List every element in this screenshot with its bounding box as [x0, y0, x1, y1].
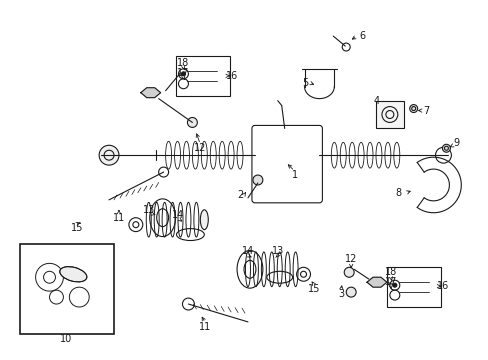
Bar	[386, 267, 441, 307]
Text: 13: 13	[142, 205, 155, 215]
Text: 16: 16	[225, 71, 238, 81]
Text: 17: 17	[177, 68, 189, 78]
Circle shape	[181, 72, 185, 76]
Text: 14: 14	[172, 210, 184, 220]
Ellipse shape	[200, 210, 208, 230]
Text: 12: 12	[344, 255, 357, 264]
Text: 6: 6	[358, 31, 365, 41]
Circle shape	[344, 267, 353, 277]
Text: 18: 18	[177, 58, 189, 68]
Circle shape	[392, 283, 396, 287]
Text: 16: 16	[436, 281, 448, 291]
Circle shape	[346, 287, 355, 297]
Text: 7: 7	[423, 105, 429, 116]
Text: 17: 17	[384, 277, 396, 287]
Text: 11: 11	[113, 213, 125, 223]
Bar	[175, 56, 230, 96]
Text: 11: 11	[199, 322, 211, 332]
Circle shape	[442, 144, 449, 152]
Ellipse shape	[60, 267, 87, 282]
Text: 15: 15	[307, 284, 320, 294]
Circle shape	[187, 117, 197, 127]
Text: 9: 9	[452, 138, 458, 148]
Text: 5: 5	[302, 78, 308, 88]
Text: 18: 18	[384, 267, 396, 277]
Text: 13: 13	[271, 247, 284, 256]
Text: 10: 10	[60, 334, 72, 344]
Text: 14: 14	[242, 247, 254, 256]
Circle shape	[99, 145, 119, 165]
Polygon shape	[141, 88, 161, 98]
Text: 4: 4	[373, 96, 379, 105]
Circle shape	[252, 175, 263, 185]
Text: 2: 2	[236, 190, 243, 200]
Bar	[20, 244, 114, 334]
Text: 15: 15	[71, 222, 83, 233]
Polygon shape	[366, 277, 386, 287]
Text: 1: 1	[291, 170, 297, 180]
Text: 3: 3	[338, 289, 344, 299]
Text: 12: 12	[194, 143, 206, 153]
Text: 8: 8	[395, 188, 401, 198]
Bar	[375, 100, 403, 129]
Circle shape	[409, 105, 417, 113]
